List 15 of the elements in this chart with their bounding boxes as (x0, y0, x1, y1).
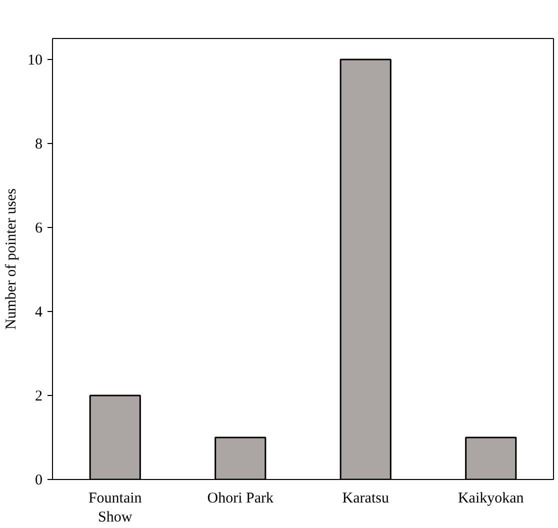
y-axis-title: Number of pointer uses (4, 188, 20, 330)
y-tick-label: 2 (35, 388, 42, 404)
bar (214, 436, 266, 480)
bar (89, 394, 141, 480)
y-tick-label: 6 (35, 220, 43, 236)
x-tick-label: Ohori Park (207, 490, 274, 506)
bar (340, 58, 392, 480)
y-tick-label: 0 (35, 472, 42, 488)
y-tick-label: 8 (35, 136, 42, 152)
x-tick-label: Kaikyokan (458, 490, 524, 506)
x-tick-label: Karatsu (342, 490, 390, 506)
y-tick-label: 4 (35, 304, 43, 320)
x-tick-label: Fountain Show (88, 490, 142, 526)
y-tick-label: 10 (28, 52, 42, 68)
bar (465, 436, 517, 480)
